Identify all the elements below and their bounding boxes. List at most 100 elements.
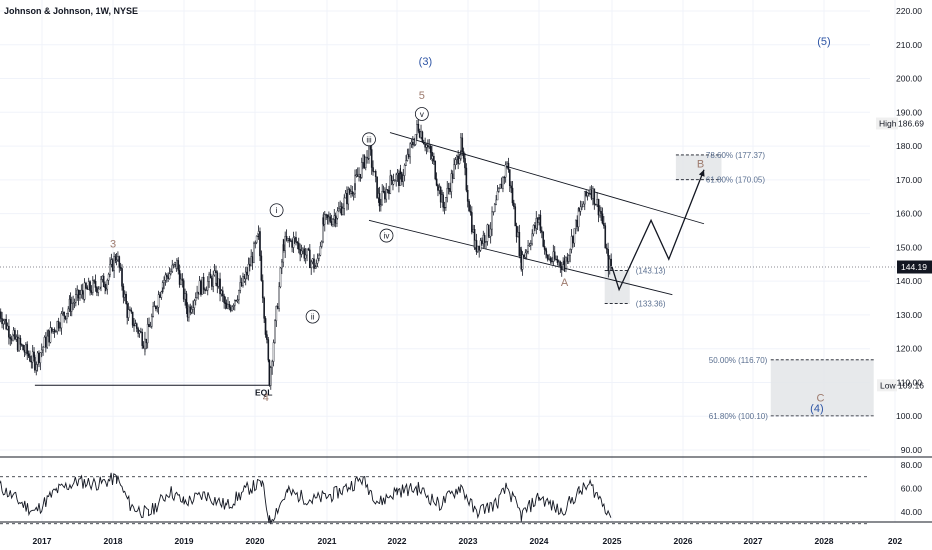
candle-body xyxy=(279,267,282,288)
candle-body xyxy=(373,171,376,173)
candle-body xyxy=(148,324,150,327)
candle-body xyxy=(313,258,315,269)
candle-body xyxy=(238,290,240,300)
candle-body xyxy=(152,306,154,317)
candle-body xyxy=(163,280,165,283)
candle-body xyxy=(311,258,314,263)
candle-body xyxy=(137,328,139,334)
candle-body xyxy=(558,261,560,263)
candle-body xyxy=(434,160,437,180)
candle-body xyxy=(535,218,538,229)
candle-body xyxy=(414,134,417,145)
candle-body xyxy=(583,191,586,205)
candle-body xyxy=(551,260,553,263)
candle-body xyxy=(355,174,358,177)
candle-body xyxy=(231,306,233,311)
candle-body xyxy=(75,294,77,303)
fib-label-5: 61.80% (100.10) xyxy=(709,412,768,421)
candle-body xyxy=(309,249,311,269)
candle-body xyxy=(174,262,176,265)
candle-body xyxy=(536,218,539,223)
candle-body xyxy=(576,219,578,228)
candle-body xyxy=(141,332,144,346)
candle-body xyxy=(588,192,590,195)
candle-body xyxy=(468,201,470,212)
last-price-value: 144.19 xyxy=(901,262,927,272)
candle-body xyxy=(18,337,20,351)
candle-body xyxy=(228,304,231,308)
candle-body xyxy=(532,225,535,235)
x-tick-2017: 2017 xyxy=(33,536,52,546)
candle-body xyxy=(520,249,523,270)
candle-body xyxy=(109,264,111,275)
candle-body xyxy=(60,313,63,329)
candle-body xyxy=(450,173,453,192)
candle-body xyxy=(153,305,156,308)
candle-body xyxy=(263,297,265,319)
candle-body xyxy=(85,282,87,288)
candle-body xyxy=(236,299,239,301)
candle-body xyxy=(471,212,473,233)
candle-body xyxy=(5,319,7,330)
candle-body xyxy=(64,315,67,320)
candle-body xyxy=(487,224,490,237)
candle-body xyxy=(30,360,33,363)
candle-body xyxy=(254,242,257,244)
candle-body xyxy=(198,280,201,295)
candle-body xyxy=(275,305,278,322)
candle-body xyxy=(449,188,451,192)
candle-body xyxy=(513,202,515,207)
candle-body xyxy=(194,297,197,301)
candle-body xyxy=(1,318,3,325)
candle-body xyxy=(271,361,273,369)
candle-body xyxy=(276,305,279,309)
candle-body xyxy=(603,223,605,226)
candle-body xyxy=(593,188,596,205)
candle-body xyxy=(569,249,571,256)
candle-body xyxy=(401,173,403,182)
candle-body xyxy=(412,141,414,145)
candle-body xyxy=(329,216,332,222)
candle-body xyxy=(333,215,336,220)
candle-body xyxy=(604,225,607,249)
candle-body xyxy=(79,294,81,299)
candle-body xyxy=(297,242,300,250)
osc-y-tick-0: 80.00 xyxy=(901,460,923,470)
candle-body xyxy=(530,243,532,246)
candle-body xyxy=(46,335,48,348)
y-tick-6: 160.00 xyxy=(896,209,922,219)
candle-body xyxy=(382,191,385,193)
candle-body xyxy=(600,210,602,214)
candle-body xyxy=(492,211,495,213)
x-tick-2023: 2023 xyxy=(459,536,478,546)
candle-body xyxy=(190,309,193,313)
candle-body xyxy=(451,173,454,179)
wave-label-iv: iv xyxy=(384,232,390,241)
candle-body xyxy=(472,229,474,233)
candle-body xyxy=(291,240,293,248)
candle-body xyxy=(396,172,399,175)
candle-body xyxy=(55,331,57,333)
wave-circle-iv xyxy=(379,228,394,243)
candle-body xyxy=(402,175,405,182)
candle-body xyxy=(464,158,466,169)
candle-body xyxy=(302,248,304,252)
candle-body xyxy=(578,208,580,212)
candle-body xyxy=(176,260,178,269)
y-tick-7: 150.00 xyxy=(896,242,922,252)
candle-body xyxy=(49,327,52,343)
candle-body xyxy=(16,336,19,351)
candle-body xyxy=(223,295,225,303)
candle-body xyxy=(134,323,137,327)
candle-body xyxy=(289,240,292,242)
candle-body xyxy=(204,289,206,291)
candle-body xyxy=(6,325,9,330)
candle-body xyxy=(107,274,110,281)
x-tick-2026: 2026 xyxy=(674,536,693,546)
y-tick-1: 210.00 xyxy=(896,40,922,50)
candle-body xyxy=(131,311,134,326)
candle-body xyxy=(493,204,496,212)
wave-label-C: C xyxy=(816,393,824,405)
candle-body xyxy=(539,214,542,231)
